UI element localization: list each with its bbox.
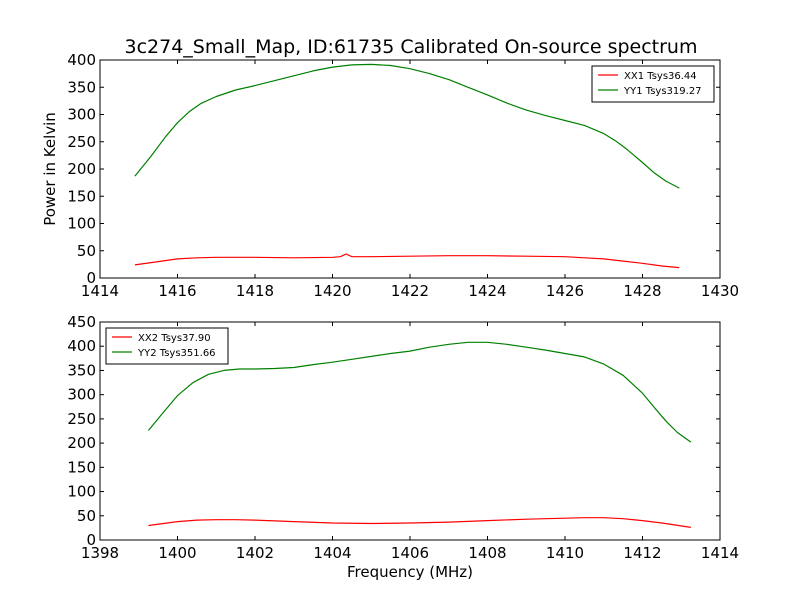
y-tick-label: 0 [86,269,96,287]
y-tick-label: 350 [67,78,96,96]
y-tick-label: 50 [77,242,96,260]
y-tick-label: 100 [67,215,96,233]
y-tick-label: 450 [67,313,96,331]
x-tick-label: 1430 [701,282,739,300]
y-tick-label: 300 [67,386,96,404]
legend-entry: YY2 Tsys351.66 [137,348,216,359]
series-line-0-1 [134,63,680,189]
y-tick-label: 300 [67,106,96,124]
x-tick-label: 1412 [623,544,661,562]
series-line-0-0 [134,253,680,269]
chart-title: 3c274_Small_Map, ID:61735 Calibrated On-… [125,36,698,58]
legend-top: XX1 Tsys36.44 YY1 Tsys319.27 [591,65,715,103]
y-tick-label: 350 [67,361,96,379]
y-tick-label: 150 [67,458,96,476]
y-tick-label: 250 [67,133,96,151]
x-tick-label: 1398 [81,544,119,562]
y-tick-label: 400 [67,337,96,355]
x-tick-label: 1420 [313,282,351,300]
x-tick-label: 1416 [158,282,196,300]
plot-frame-bottom [99,321,721,541]
y-tick-label: 200 [67,434,96,452]
series-lines-bottom [147,341,692,528]
legend-entry: YY1 Tsys319.27 [623,86,702,97]
y-ticks-bottom: 0 50 100 150 200 250 300 350 400 450 [67,313,720,549]
y-tick-label: 400 [67,51,96,69]
legend-entry: XX2 Tsys37.90 [138,333,211,344]
x-tick-label: 1404 [313,544,351,562]
plot-frame-top [99,59,721,279]
x-tick-label: 1422 [391,282,429,300]
series-lines-top [134,63,680,269]
y-ticks-top: 0 50 100 150 200 250 300 350 400 [67,51,720,287]
x-ticks-top: 1414 1416 1418 1420 1422 1424 1426 1428 1430 [81,60,739,300]
legend-box [105,327,229,365]
series-line-1-0 [148,517,691,528]
x-tick-label: 1418 [236,282,274,300]
subplot-bottom: 1398 1400 1402 1404 1406 1408 1410 1412 1414 0 50… [67,313,739,562]
x-tick-label: 1406 [391,544,429,562]
x-ticks-bottom: 1398 1400 1402 1404 1406 1408 1410 1412 1414 [81,322,739,562]
legend-bottom: XX2 Tsys37.90 YY2 Tsys351.66 [105,327,229,365]
x-tick-label: 1402 [236,544,274,562]
x-tick-label: 1424 [468,282,506,300]
legend-box [591,65,715,103]
y-tick-label: 150 [67,187,96,205]
y-axis-label: Power in Kelvin [41,112,59,226]
x-tick-label: 1400 [158,544,196,562]
x-tick-label: 1408 [468,544,506,562]
x-tick-label: 1414 [81,282,119,300]
legend-entry: XX1 Tsys36.44 [624,71,697,82]
x-tick-label: 1428 [623,282,661,300]
x-axis-label: Frequency (MHz) [347,563,473,581]
x-tick-label: 1426 [546,282,584,300]
subplot-top: 1414 1416 1418 1420 1422 1424 1426 1428 1430 0 50… [67,51,739,300]
series-line-1-1 [147,341,692,443]
y-tick-label: 0 [86,531,96,549]
y-tick-label: 200 [67,160,96,178]
y-tick-label: 100 [67,483,96,501]
x-tick-label: 1410 [546,544,584,562]
x-tick-label: 1414 [701,544,739,562]
y-tick-label: 50 [77,507,96,525]
y-tick-label: 250 [67,410,96,428]
